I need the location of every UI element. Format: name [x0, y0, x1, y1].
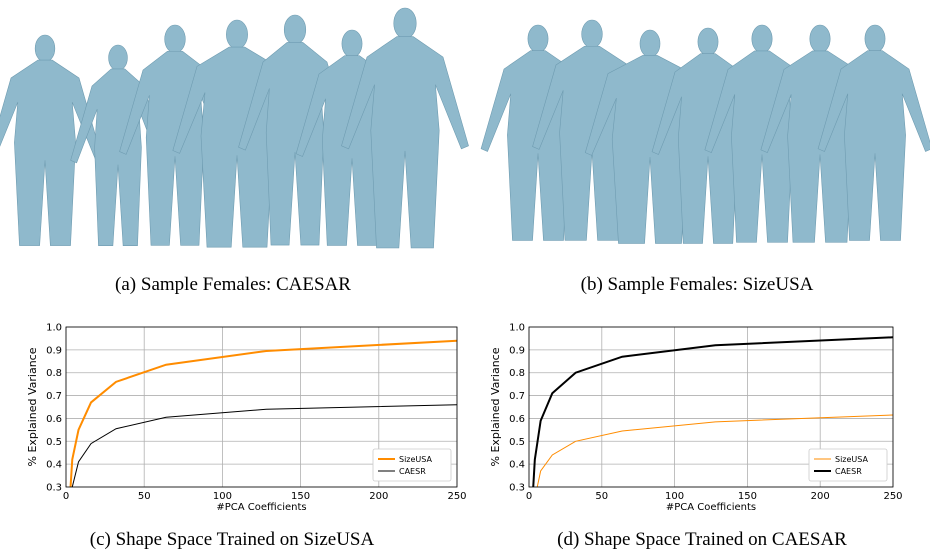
- head: [284, 15, 306, 44]
- x-tick-label: 150: [291, 491, 310, 502]
- legend-box: [373, 449, 451, 481]
- legend-label: CAESR: [835, 467, 862, 476]
- head: [226, 20, 247, 49]
- head: [35, 35, 55, 62]
- y-tick-label: 0.5: [509, 437, 525, 448]
- y-tick-label: 0.6: [509, 414, 525, 425]
- y-tick-label: 0.9: [46, 345, 62, 356]
- caption: (d) Shape Space Trained on CAESAR: [557, 529, 847, 550]
- x-tick-label: 50: [595, 491, 608, 502]
- head: [394, 8, 416, 39]
- head: [698, 28, 718, 56]
- figure: (a) Sample Females: CAESAR (b) Sample Fe…: [0, 0, 930, 554]
- y-axis-label: % Explained Variance: [489, 347, 502, 466]
- legend-label: SizeUSA: [399, 455, 433, 464]
- y-tick-label: 0.3: [46, 483, 62, 494]
- head: [342, 30, 362, 58]
- chart: 0.3 0.4 0.5 0.6 0.7 0.8 0.9 1.0 0 50 100 150 200 250 #…: [489, 323, 903, 545]
- y-tick-label: 0.7: [509, 391, 525, 402]
- legend-label: CAESR: [399, 467, 426, 476]
- body-renderings: [0, 8, 930, 248]
- y-tick-label: 0.9: [509, 345, 525, 356]
- x-axis-label: #PCA Coefficients: [666, 502, 756, 513]
- y-tick-label: 0.8: [509, 368, 525, 379]
- y-tick-label: 0.6: [46, 414, 62, 425]
- head: [528, 25, 548, 53]
- x-tick-label: 50: [138, 491, 151, 502]
- y-axis-label: % Explained Variance: [26, 347, 39, 466]
- x-tick-label: 100: [665, 491, 684, 502]
- y-tick-label: 0.4: [46, 460, 62, 471]
- caption: (c) Shape Space Trained on SizeUSA: [90, 529, 375, 550]
- legend-box: [809, 449, 887, 481]
- y-tick-label: 1.0: [509, 323, 525, 334]
- x-tick-label: 0: [63, 491, 69, 502]
- head: [582, 20, 603, 48]
- y-tick-label: 0.7: [46, 391, 62, 402]
- x-tick-label: 250: [883, 491, 902, 502]
- x-tick-label: 200: [369, 491, 388, 502]
- caption: (a) Sample Females: CAESAR: [115, 274, 351, 295]
- x-axis-label: #PCA Coefficients: [216, 502, 306, 513]
- x-tick-label: 250: [447, 491, 466, 502]
- head: [752, 25, 772, 53]
- y-tick-label: 1.0: [46, 323, 62, 334]
- head: [640, 30, 660, 57]
- head: [810, 25, 830, 53]
- x-tick-label: 150: [738, 491, 757, 502]
- head: [865, 25, 885, 53]
- y-tick-label: 0.3: [509, 483, 525, 494]
- caption: (b) Sample Females: SizeUSA: [581, 274, 814, 295]
- legend-label: SizeUSA: [835, 455, 869, 464]
- x-tick-label: 0: [526, 491, 532, 502]
- head: [165, 25, 186, 53]
- y-tick-label: 0.5: [46, 437, 62, 448]
- x-tick-label: 100: [213, 491, 232, 502]
- x-tick-label: 200: [811, 491, 830, 502]
- torso: [0, 60, 101, 245]
- chart: 0.3 0.4 0.5 0.6 0.7 0.8 0.9 1.0 0 50 100 150 200 250 #…: [26, 323, 467, 545]
- y-tick-label: 0.8: [46, 368, 62, 379]
- y-tick-label: 0.4: [509, 460, 525, 471]
- body: [0, 35, 101, 246]
- head: [109, 45, 128, 71]
